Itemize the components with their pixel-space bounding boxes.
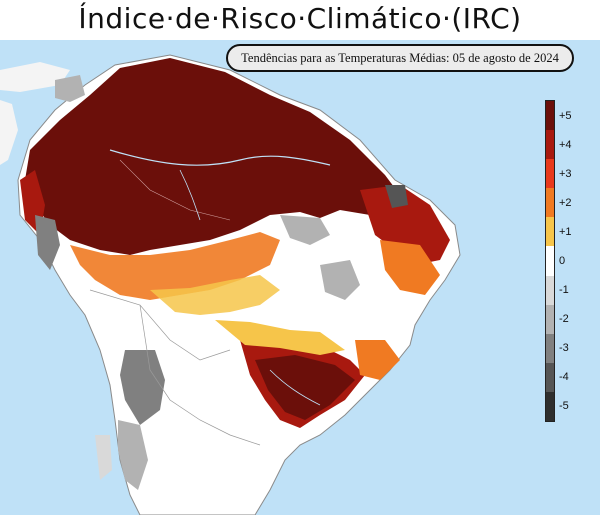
legend-label: -1	[559, 284, 569, 297]
region-minus4-northeast	[385, 185, 408, 208]
region-minus2-central	[320, 260, 360, 300]
legend-swatch	[546, 391, 554, 421]
panama-land	[0, 100, 18, 165]
legend-swatch	[546, 101, 554, 131]
region-plus5-southeast	[255, 355, 355, 420]
region-minus2-caribbean	[55, 75, 85, 102]
legend-label: 0	[559, 255, 566, 267]
map-area	[0, 40, 600, 515]
country-border	[139, 304, 261, 446]
legend-swatch	[546, 362, 554, 392]
region-minus2-north-central	[280, 215, 330, 245]
amazon-river	[109, 149, 331, 166]
legend-label: -2	[559, 313, 569, 326]
region-minus3-andes-north	[35, 215, 60, 270]
region-plus2-east	[355, 340, 400, 380]
region-plus1-band	[150, 275, 280, 315]
region-plus2-northeast	[380, 240, 440, 295]
legend-label: +1	[559, 225, 572, 238]
region-minus3-bolivia	[120, 350, 165, 425]
parana-river	[269, 369, 321, 406]
legend-color-bar	[545, 100, 555, 422]
legend-label: -4	[559, 371, 569, 384]
legend-swatch	[546, 275, 554, 305]
legend-label: +4	[559, 138, 572, 151]
date-subtitle: Tendências para as Temperaturas Médias: …	[226, 44, 574, 72]
region-minus2-andes-south	[118, 420, 148, 490]
legend-label: +3	[559, 167, 572, 180]
legend-swatch	[546, 159, 554, 189]
legend-label: +2	[559, 196, 572, 209]
map-title: Índice·de·Risco·Climático·(IRC)	[78, 2, 522, 35]
region-plus5-amazon	[25, 58, 400, 255]
region-minus1-south	[95, 435, 112, 480]
risk-map	[0, 40, 600, 515]
region-plus4-northeast	[360, 185, 450, 265]
region-plus1-central	[215, 320, 345, 355]
legend-swatch	[546, 130, 554, 160]
caribbean-land	[0, 62, 70, 92]
legend-swatch	[546, 246, 554, 276]
legend-swatch	[546, 304, 554, 334]
legend-label: +5	[559, 109, 572, 122]
legend-swatch	[546, 217, 554, 247]
legend-swatch	[546, 188, 554, 218]
legend: +5 +4 +3 +2 +1 0 -1 -2 -3 -4 -5	[545, 100, 597, 422]
legend-swatch	[546, 333, 554, 363]
tributary-river	[179, 169, 201, 221]
country-border	[89, 289, 231, 361]
legend-label: -3	[559, 342, 569, 355]
country-border	[119, 159, 231, 221]
legend-label: -5	[559, 400, 569, 413]
